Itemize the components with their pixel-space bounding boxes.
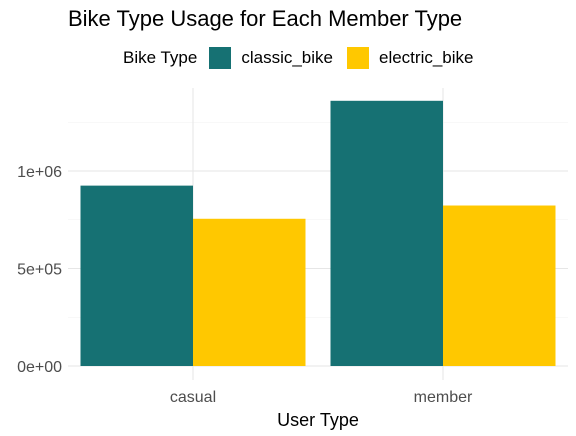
bar-casual-electric-bike <box>193 218 306 366</box>
x-tick-label-casual: casual <box>170 389 216 406</box>
y-tick-label-2: 1e+06 <box>17 164 62 181</box>
legend-item-electric-bike: electric_bike <box>347 47 474 69</box>
chart-title: Bike Type Usage for Each Member Type <box>68 6 463 31</box>
legend-swatch-classic-bike <box>209 47 232 69</box>
legend-item-classic-bike: classic_bike <box>209 47 333 69</box>
legend-swatch-electric-bike <box>347 47 369 69</box>
y-tick-label-1: 5e+05 <box>17 262 62 279</box>
legend-label-electric-bike: electric_bike <box>379 48 474 67</box>
y-tick-label-0: 0e+00 <box>17 359 62 376</box>
legend-label-classic-bike: classic_bike <box>241 48 333 67</box>
x-axis-label: User Type <box>277 410 359 430</box>
legend: Bike Type classic_bike electric_bike <box>123 44 488 72</box>
x-tick-label-member: member <box>414 389 473 406</box>
legend-title: Bike Type <box>123 48 198 67</box>
bar-casual-classic-bike <box>80 185 193 366</box>
bar-member-electric-bike <box>443 205 556 366</box>
bar-member-classic-bike <box>330 100 443 367</box>
